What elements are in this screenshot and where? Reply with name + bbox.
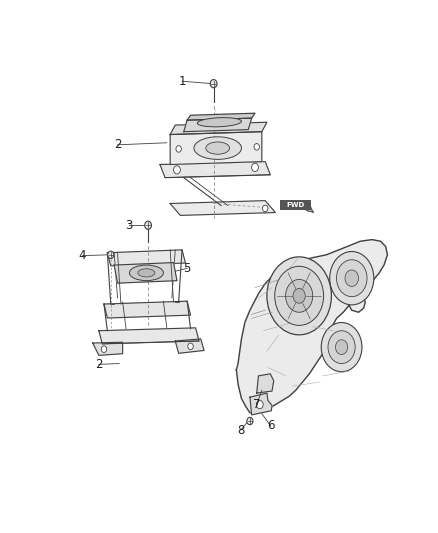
Text: 5: 5 bbox=[184, 262, 191, 275]
Circle shape bbox=[286, 279, 313, 312]
Polygon shape bbox=[170, 122, 267, 134]
Ellipse shape bbox=[206, 142, 230, 154]
Circle shape bbox=[262, 205, 268, 212]
Circle shape bbox=[173, 166, 180, 174]
Circle shape bbox=[188, 343, 193, 350]
Circle shape bbox=[275, 266, 324, 325]
Polygon shape bbox=[187, 113, 255, 120]
Polygon shape bbox=[175, 339, 204, 353]
Circle shape bbox=[247, 417, 253, 425]
Polygon shape bbox=[99, 328, 199, 344]
Polygon shape bbox=[93, 342, 123, 356]
Text: 4: 4 bbox=[79, 249, 86, 262]
Polygon shape bbox=[160, 161, 270, 177]
Circle shape bbox=[254, 143, 259, 150]
Polygon shape bbox=[237, 240, 387, 414]
Circle shape bbox=[321, 322, 362, 372]
Text: 2: 2 bbox=[95, 358, 102, 371]
Ellipse shape bbox=[198, 118, 241, 127]
Circle shape bbox=[328, 330, 355, 364]
Text: FWD: FWD bbox=[286, 203, 305, 208]
Polygon shape bbox=[170, 132, 262, 165]
Ellipse shape bbox=[130, 265, 163, 281]
Circle shape bbox=[101, 346, 107, 352]
Polygon shape bbox=[184, 118, 251, 132]
Polygon shape bbox=[250, 393, 272, 415]
Circle shape bbox=[251, 163, 258, 172]
Circle shape bbox=[145, 221, 152, 229]
Polygon shape bbox=[104, 301, 191, 318]
Polygon shape bbox=[170, 200, 276, 215]
Text: 7: 7 bbox=[253, 398, 261, 411]
Text: 3: 3 bbox=[125, 219, 132, 232]
Ellipse shape bbox=[194, 137, 241, 159]
Circle shape bbox=[210, 79, 217, 88]
Ellipse shape bbox=[138, 269, 155, 277]
Circle shape bbox=[330, 252, 374, 305]
Circle shape bbox=[345, 270, 359, 286]
Text: 2: 2 bbox=[114, 138, 121, 151]
Text: 8: 8 bbox=[237, 424, 244, 437]
Circle shape bbox=[336, 260, 367, 297]
Circle shape bbox=[336, 340, 348, 354]
Circle shape bbox=[293, 288, 305, 303]
Polygon shape bbox=[107, 250, 185, 266]
Text: 1: 1 bbox=[178, 75, 186, 88]
Circle shape bbox=[267, 257, 332, 335]
FancyBboxPatch shape bbox=[280, 200, 311, 211]
Polygon shape bbox=[114, 263, 177, 283]
Text: 6: 6 bbox=[267, 419, 274, 432]
Circle shape bbox=[256, 400, 263, 409]
Circle shape bbox=[108, 251, 114, 259]
Circle shape bbox=[176, 146, 181, 152]
Polygon shape bbox=[257, 374, 274, 393]
